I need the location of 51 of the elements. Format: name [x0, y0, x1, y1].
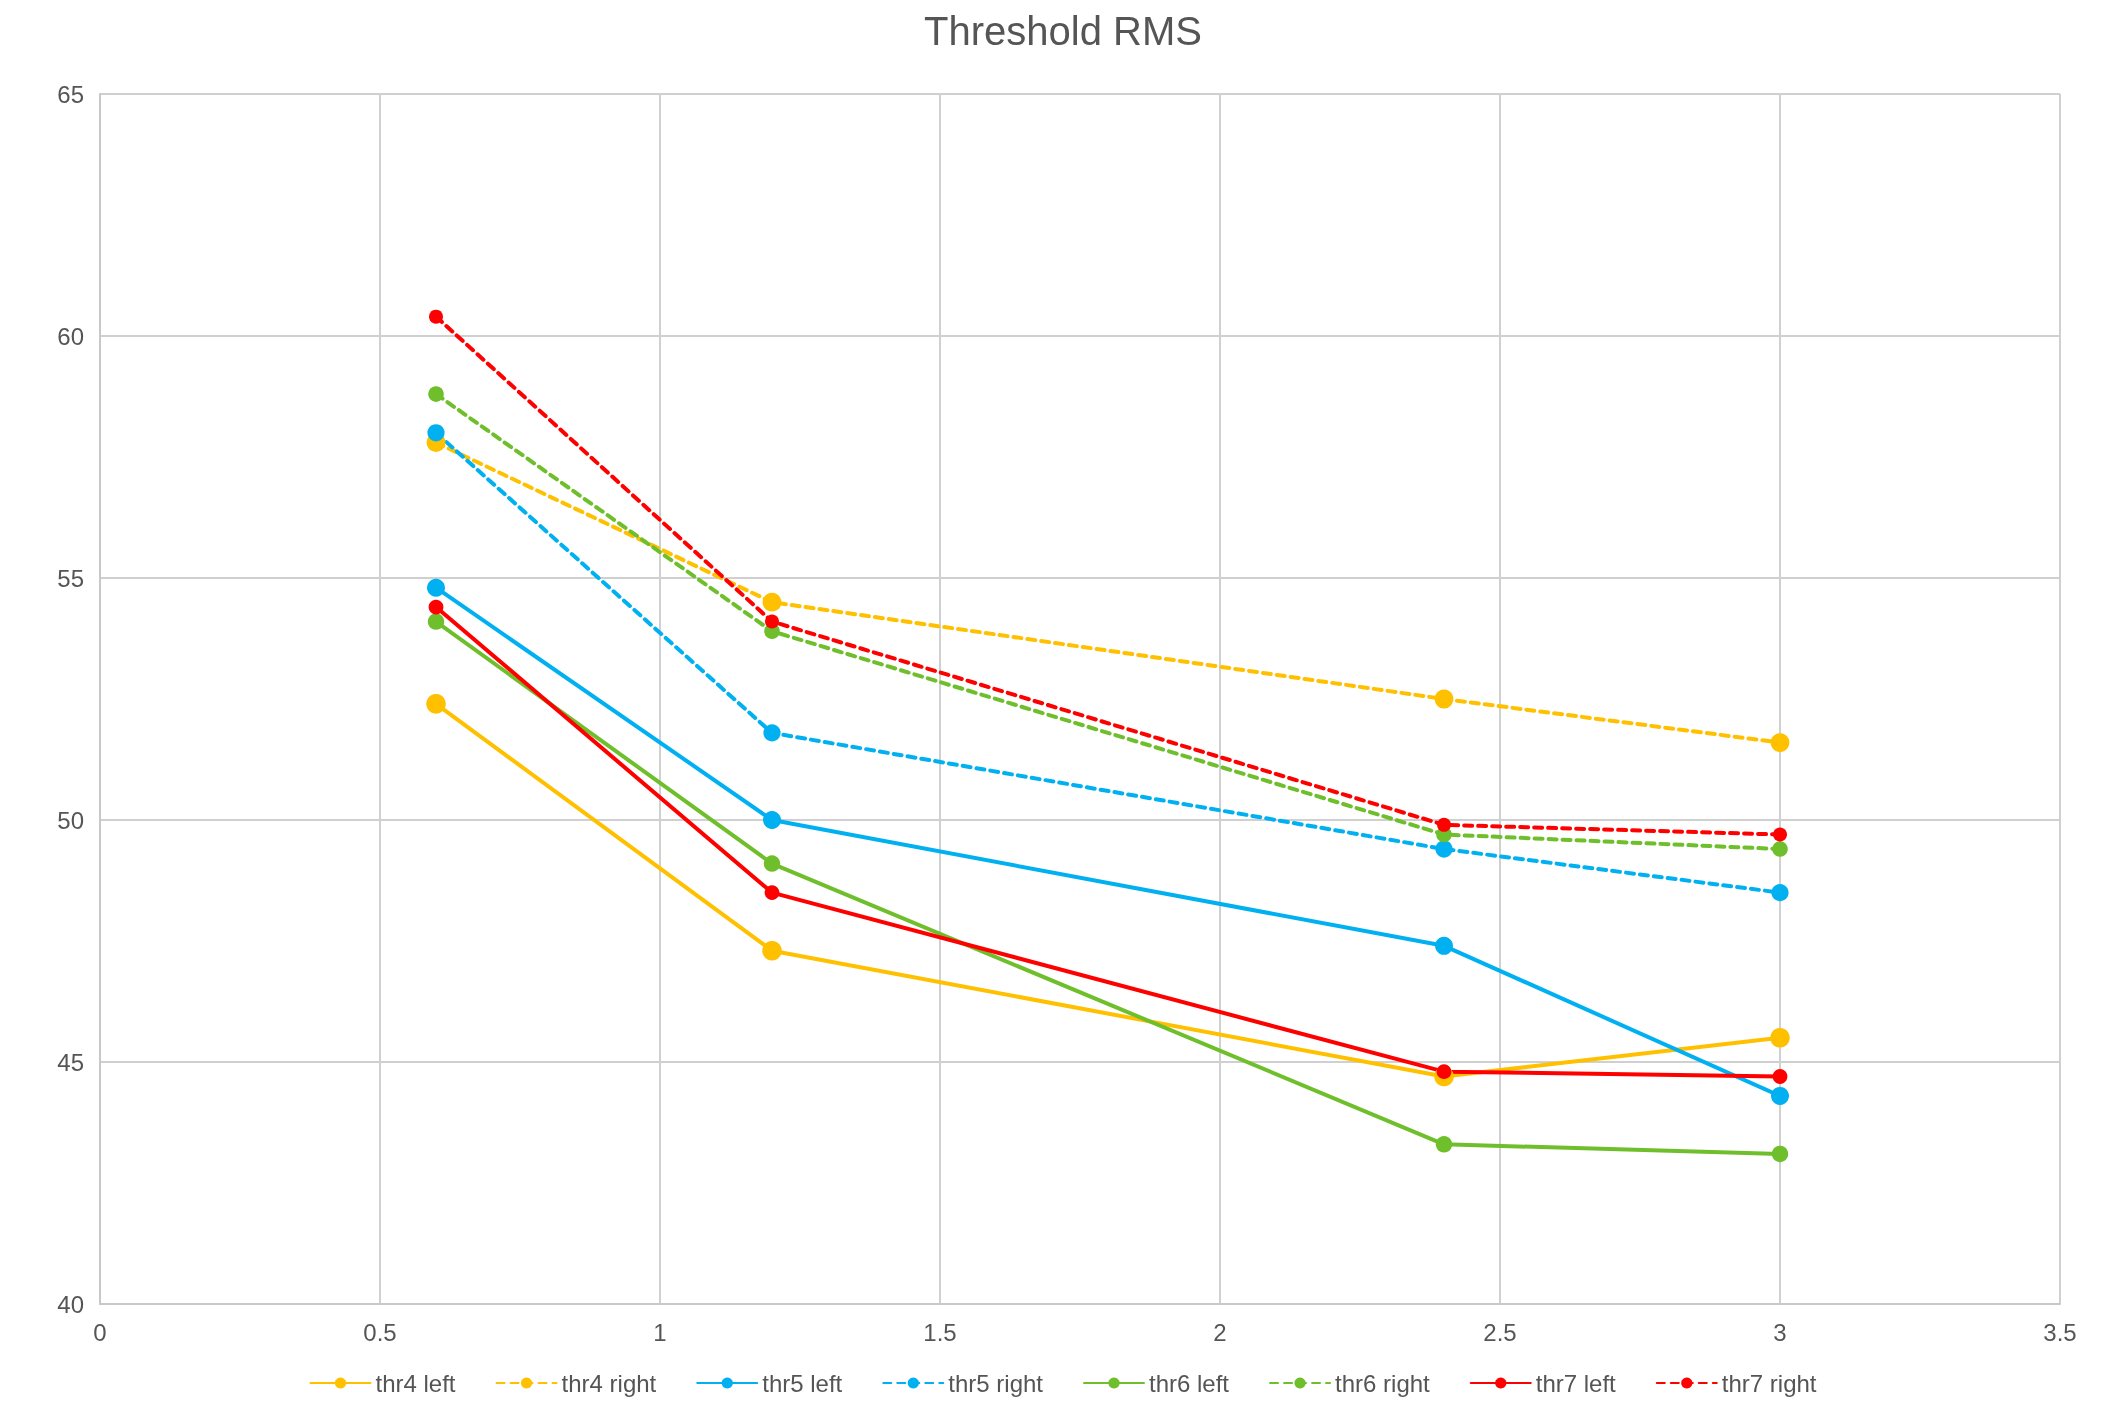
legend-label: thr5 left: [762, 1369, 843, 1397]
x-tick-label: 1: [653, 1318, 667, 1346]
point: [427, 424, 445, 442]
point: [1773, 827, 1787, 842]
point: [428, 386, 444, 402]
legend-label: thr7 left: [1535, 1369, 1617, 1397]
point: [1435, 1136, 1453, 1153]
x-tick-label: 2: [1213, 1318, 1227, 1346]
x-tick-label: 3: [1773, 1318, 1787, 1346]
point: [763, 724, 781, 742]
x-tick-label: 3.5: [2043, 1318, 2077, 1346]
point: [426, 694, 446, 714]
point: [763, 811, 781, 829]
point: [1771, 1145, 1789, 1163]
point: [1772, 1069, 1788, 1084]
legend-label: thr7 right: [1721, 1369, 1817, 1397]
x-tick-label: 1.5: [923, 1318, 957, 1346]
point: [1771, 1086, 1789, 1105]
point: [762, 592, 782, 612]
legend-label: thr4 left: [375, 1369, 456, 1397]
point: [1434, 689, 1454, 709]
point: [1435, 936, 1453, 955]
point: [1771, 884, 1789, 902]
x-tick-label: 2.5: [1483, 1318, 1517, 1346]
y-tick-label: 40: [57, 1290, 84, 1318]
point: [1772, 841, 1788, 857]
y-tick-label: 45: [57, 1048, 84, 1076]
point: [765, 614, 779, 629]
point: [427, 578, 445, 597]
x-tick-label: 0.5: [363, 1318, 397, 1346]
legend-label: thr6 right: [1335, 1369, 1431, 1397]
legend-label: thr6 left: [1149, 1369, 1230, 1397]
point: [762, 940, 782, 961]
point: [764, 885, 780, 900]
chart-title: Threshold RMS: [924, 9, 1202, 53]
y-tick-label: 65: [57, 80, 84, 108]
legend-label: thr4 right: [561, 1369, 657, 1397]
point: [1436, 1064, 1452, 1080]
point: [1437, 817, 1451, 832]
y-tick-label: 55: [57, 564, 84, 592]
y-tick-label: 50: [57, 806, 84, 834]
point: [427, 613, 445, 630]
point: [1770, 733, 1790, 752]
point: [428, 599, 444, 615]
point: [1770, 1028, 1790, 1048]
point: [763, 855, 781, 872]
y-tick-label: 60: [57, 322, 84, 350]
legend-label: thr5 right: [948, 1369, 1044, 1397]
point: [1435, 840, 1453, 858]
x-tick-label: 0: [93, 1318, 107, 1346]
point: [429, 309, 443, 324]
